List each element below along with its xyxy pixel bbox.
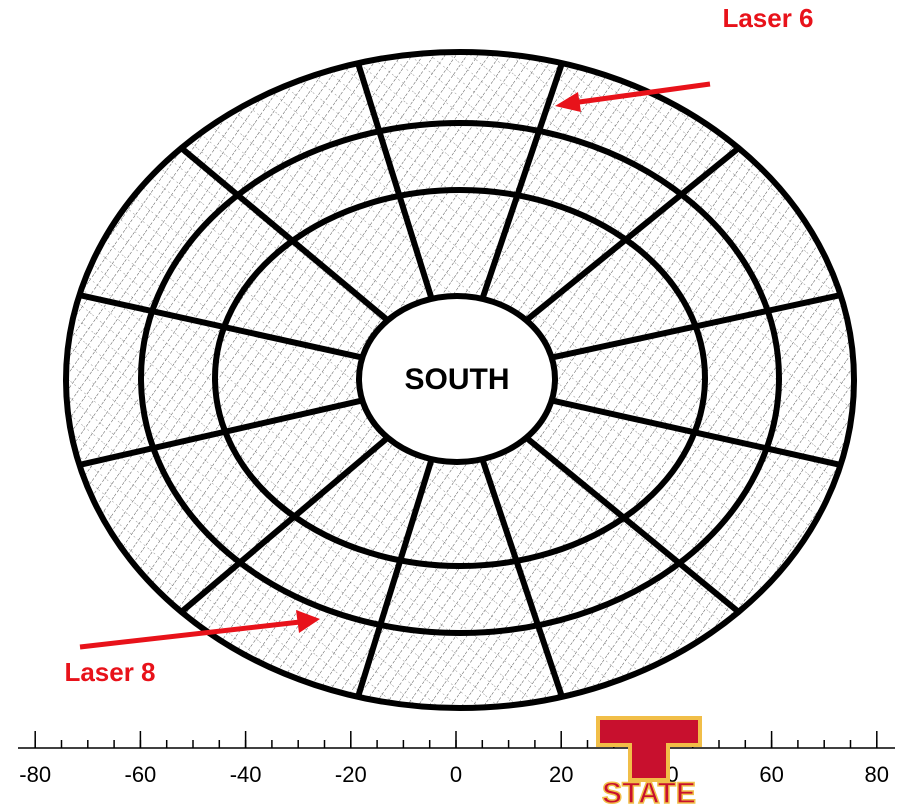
spoke bbox=[179, 435, 390, 615]
spoke bbox=[355, 458, 435, 698]
spoke bbox=[551, 292, 842, 361]
spoke bbox=[78, 292, 363, 361]
arrow bbox=[79, 619, 301, 650]
outer-ring bbox=[63, 49, 857, 711]
middle-ring bbox=[138, 120, 782, 636]
x-tick-label: 0 bbox=[450, 762, 462, 787]
center-hole bbox=[356, 293, 558, 465]
spoke bbox=[551, 397, 842, 468]
spoke bbox=[179, 145, 390, 323]
center-label: SOUTH bbox=[405, 363, 510, 396]
laser-label: Laser 6 bbox=[722, 3, 813, 33]
x-tick-label: -80 bbox=[19, 762, 51, 787]
spoke bbox=[479, 62, 565, 300]
spoke bbox=[524, 145, 741, 323]
logo-text: STATE bbox=[602, 777, 696, 810]
x-tick-label: 80 bbox=[865, 762, 889, 787]
arrow-head bbox=[555, 92, 581, 112]
x-tick-label: 20 bbox=[549, 762, 573, 787]
spoke bbox=[524, 435, 741, 615]
x-tick-label: 60 bbox=[759, 762, 783, 787]
x-tick-label: -60 bbox=[125, 762, 157, 787]
laser-label: Laser 8 bbox=[64, 657, 155, 687]
arrow bbox=[571, 81, 711, 106]
x-tick-label: -40 bbox=[230, 762, 262, 787]
inner-ring bbox=[212, 187, 708, 569]
logo: STATE bbox=[596, 716, 702, 811]
arrow-head bbox=[296, 610, 320, 633]
spoke bbox=[78, 397, 364, 468]
x-axis-ticks: -80-60-40-20020406080 bbox=[19, 731, 889, 787]
spoke bbox=[355, 62, 435, 300]
x-tick-label: -20 bbox=[335, 762, 367, 787]
spoke bbox=[479, 458, 565, 698]
